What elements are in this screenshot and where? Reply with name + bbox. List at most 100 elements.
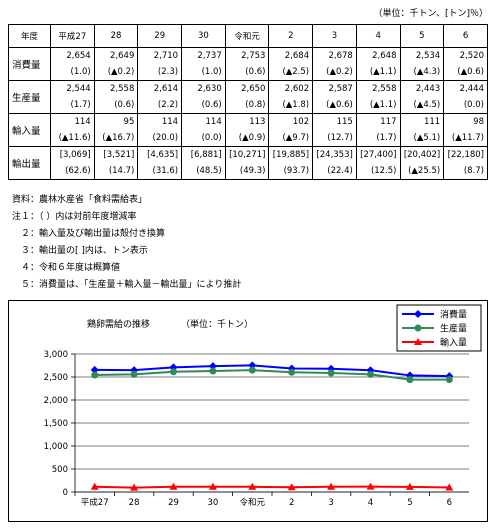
table-cell-value: 2,753 <box>224 47 270 64</box>
data-point <box>91 371 99 379</box>
table-cell-change-rate: (22.4) <box>312 163 357 180</box>
table-cell-change-rate: (8.7) <box>443 163 488 180</box>
y-tick-label: 2,000 <box>44 396 68 406</box>
table-cell-value: [3,521] <box>93 146 139 163</box>
table-cell-change-rate: (▲2.5) <box>268 64 314 81</box>
data-point <box>405 371 414 380</box>
table-cell-change-rate: (▲4.3) <box>399 64 445 81</box>
chart-unit-label: （単位：千トン） <box>181 318 253 330</box>
table-cell-value: 2,544 <box>50 80 95 97</box>
y-tick-label: 2,500 <box>44 373 68 383</box>
table-cell-value: 2,443 <box>399 80 445 97</box>
data-point <box>130 370 138 378</box>
table-cell-value: [4,635] <box>137 146 183 163</box>
table-cell-value: 113 <box>224 113 270 130</box>
data-point <box>248 366 256 374</box>
table-cell-value: [3,069] <box>50 146 95 163</box>
table-cell-value: 98 <box>443 113 488 130</box>
table-cell-value: 2,684 <box>268 47 314 64</box>
table-cell-value: 111 <box>399 113 445 130</box>
table-row: (▲11.6) (▲16.7) (20.0) (0.0) (▲0.9) (▲9.7) (12… <box>9 130 488 147</box>
table-cell-change-rate: (0.6) <box>224 64 270 81</box>
x-tick-label: 2 <box>289 498 294 508</box>
x-tick-label: 4 <box>368 498 373 508</box>
table-cell-change-rate: (▲0.2) <box>312 64 357 81</box>
table-cell-value: [19,885] <box>268 146 314 163</box>
data-point <box>90 365 99 374</box>
table-cell-change-rate: (1.7) <box>50 97 95 114</box>
table-cell-change-rate: (▲11.6) <box>50 130 95 147</box>
table-cell-change-rate: (48.5) <box>181 163 226 180</box>
footnote: ３：輸出量の[ ]内は、トン表示 <box>12 246 148 256</box>
data-point <box>445 376 453 384</box>
table-cell-value: 114 <box>137 113 183 130</box>
chart-title: 鶏卵需給の推移 <box>87 318 150 330</box>
table-cell-value: 2,444 <box>443 80 488 97</box>
x-tick-label: 30 <box>207 498 218 508</box>
series-line-0 <box>94 364 450 378</box>
table-cell-change-rate: (31.6) <box>137 163 183 180</box>
y-tick-label: 1,500 <box>44 419 68 429</box>
table-cell-change-rate: (93.7) <box>268 163 314 180</box>
table-row: (62.6) (14.7) (31.6) (48.5) (49.3) (93.7) (22.… <box>9 163 488 180</box>
table-cell-value: 2,587 <box>312 80 357 97</box>
table-cell-value: 115 <box>312 113 357 130</box>
x-tick-label: 29 <box>168 498 179 508</box>
table-cell-change-rate: (0.6) <box>181 97 226 114</box>
table-cell-value: 2,614 <box>137 80 183 97</box>
data-point <box>248 482 257 490</box>
x-tick-label: 平成27 <box>81 497 109 508</box>
notes: 資料：農林水産省「食料需給表」 注１：（ ）内は対前年度増減率 ２：輸入量及び輸… <box>12 192 241 294</box>
x-tick-label: 5 <box>407 498 412 508</box>
table-cell-change-rate: (▲11.7) <box>443 130 488 147</box>
column-header: 5 <box>399 24 445 48</box>
table-cell-value: [27,400] <box>355 146 401 163</box>
footnote: ２：輸入量及び輸出量は殻付き換算 <box>12 229 166 239</box>
series-line-2 <box>94 485 450 489</box>
table-cell-value: 2,534 <box>399 47 445 64</box>
table-cell-value: 114 <box>181 113 226 130</box>
table-cell-value: 2,654 <box>50 47 95 64</box>
table-cell-change-rate: (1.0) <box>181 64 226 81</box>
x-tick-label: 6 <box>447 498 452 508</box>
table-cell-value: 2,678 <box>312 47 357 64</box>
table-cell-change-rate: (49.3) <box>224 163 270 180</box>
table-cell-change-rate: (12.5) <box>355 163 401 180</box>
table-cell-change-rate: (▲0.9) <box>224 130 270 147</box>
corner-header: 年度 <box>8 24 51 48</box>
table-row: (1.7) (0.6) (2.2) (0.6) (0.8) (▲1.8) (▲0.6) (▲1… <box>9 97 488 114</box>
table-cell-change-rate: (14.7) <box>93 163 139 180</box>
table-cell-change-rate: (▲16.7) <box>93 130 139 147</box>
table-cell-value: 2,558 <box>355 80 401 97</box>
table-cell-change-rate: (1.0) <box>50 64 95 81</box>
table-cell-change-rate: (▲4.5) <box>399 97 445 114</box>
legend-marker <box>414 324 422 332</box>
table-cell-value: [6,881] <box>181 146 226 163</box>
data-point <box>406 376 414 384</box>
data-point <box>366 366 375 375</box>
column-header: 令和元 <box>224 24 270 48</box>
source-note: 資料：農林水産省「食料需給表」 <box>12 195 148 205</box>
table-cell-change-rate: (▲0.6) <box>312 97 357 114</box>
table-cell-change-rate: (▲25.5) <box>399 163 445 180</box>
table-cell-change-rate: (▲0.2) <box>93 64 139 81</box>
data-point <box>327 482 336 490</box>
data-point <box>130 483 139 491</box>
footnote: 注１：（ ）内は対前年度増減率 <box>12 212 137 222</box>
table-cell-value: 114 <box>50 113 95 130</box>
row-label: 生産量 <box>8 80 51 114</box>
data-point <box>288 368 296 376</box>
data-point <box>90 482 99 490</box>
table-row: 生産量 2,544 2,558 2,614 2,630 2,650 2,602 2,587 2,… <box>8 80 488 114</box>
table-cell-value: 2,737 <box>181 47 226 64</box>
table-row: 輸入量 114 95 114 114 113 102 115 117 111 98 <box>8 113 488 147</box>
table-cell-value: 2,630 <box>181 80 226 97</box>
column-header: 4 <box>355 24 401 48</box>
series-line-1 <box>94 369 450 381</box>
table-cell-change-rate: (62.6) <box>50 163 95 180</box>
data-point <box>209 367 217 375</box>
data-point <box>170 368 177 376</box>
footnote: ４：令和６年度は概算値 <box>12 263 121 273</box>
column-header: 30 <box>181 24 226 48</box>
data-point <box>445 483 454 491</box>
